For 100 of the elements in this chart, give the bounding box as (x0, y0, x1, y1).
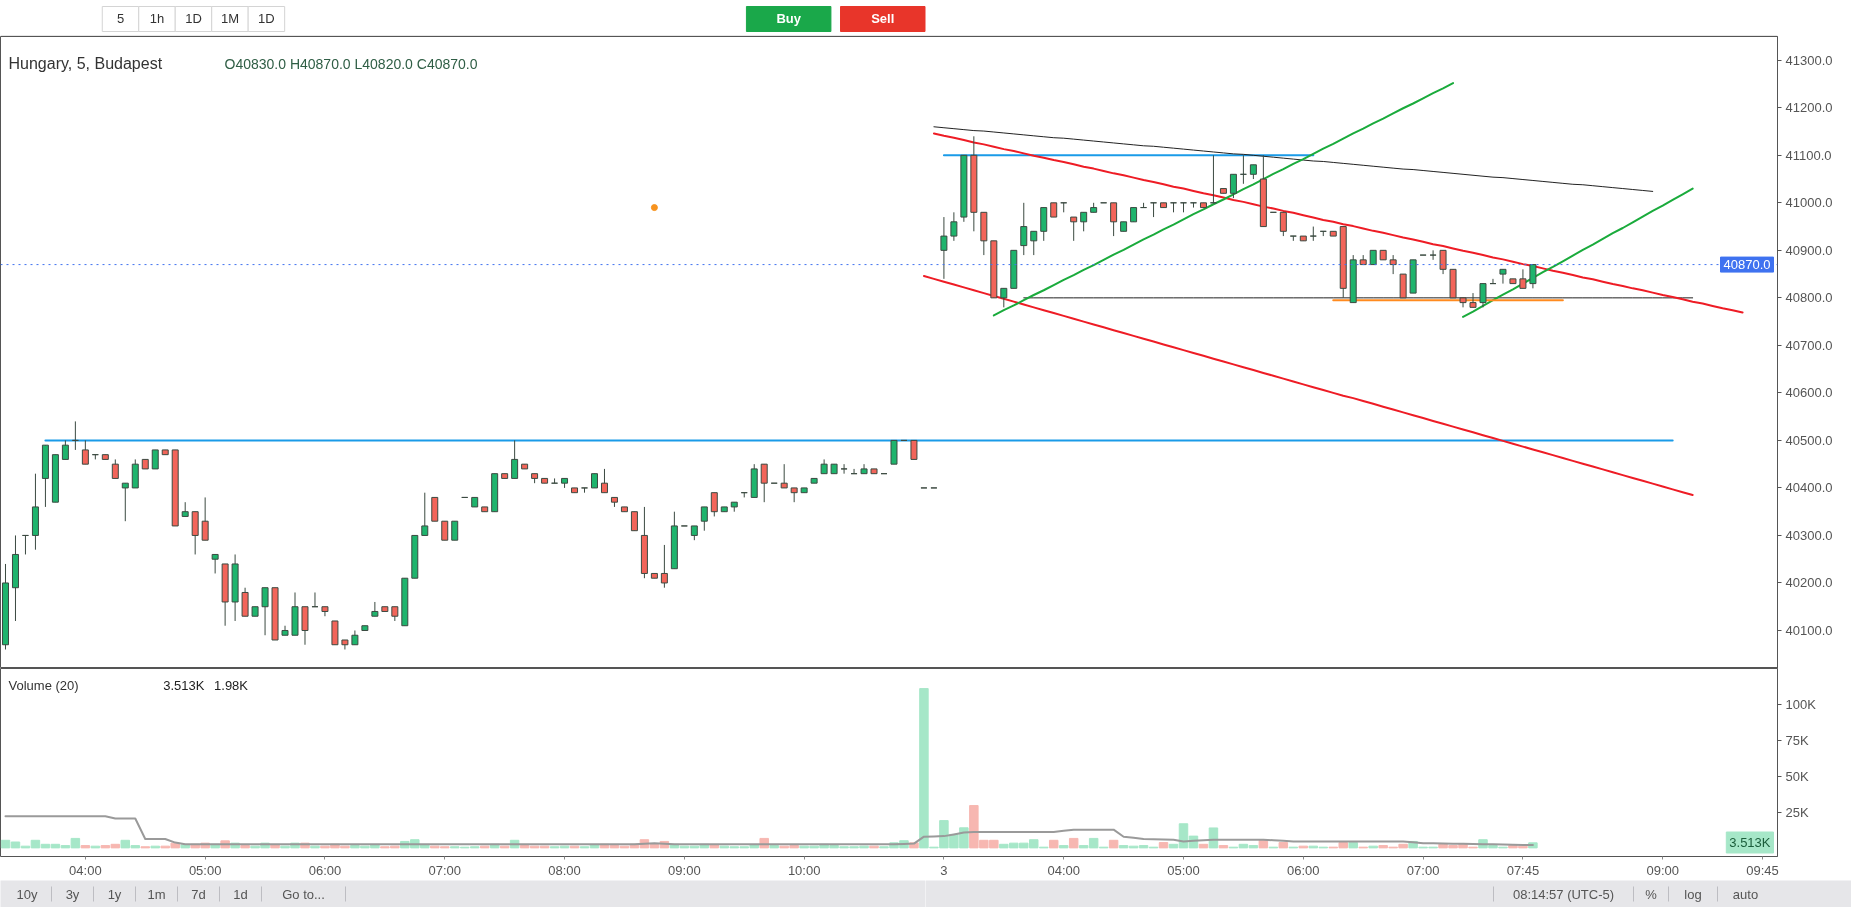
y-tick-label: 75K (1785, 732, 1809, 748)
y-tick-label: 40400.0 (1785, 480, 1833, 496)
line-series (992, 82, 1455, 317)
y-tick-label: 40500.0 (1785, 432, 1833, 448)
candlestick (780, 463, 788, 489)
candlestick (1519, 268, 1527, 289)
candlestick (1399, 273, 1407, 299)
text: Volume (20) (8, 678, 79, 693)
candlestick (441, 520, 449, 541)
x-tick-label: 08:00 (548, 862, 581, 878)
y-tick-label: 40900.0 (1785, 242, 1833, 258)
candlestick (1070, 216, 1078, 242)
x-tick-label: 09:00 (1646, 862, 1679, 878)
x-tick-label: 07:00 (1406, 862, 1440, 878)
candlestick (1279, 211, 1287, 237)
candlestick (940, 216, 948, 280)
x-tick-label: 10:00 (787, 862, 821, 878)
x-tick-label: 07:00 (428, 862, 462, 878)
y-tick-label: 41300.0 (1785, 52, 1833, 68)
bar (709, 844, 720, 849)
x-tick-label: 04:00 (1047, 862, 1080, 878)
candlestick (211, 553, 219, 574)
candlestick (1020, 202, 1028, 256)
text: Hungary, 5, Budapest (8, 55, 163, 72)
text: 1y (107, 886, 122, 902)
y-tick-label: 100K (1785, 696, 1817, 712)
candlestick (371, 601, 379, 617)
bar (180, 844, 190, 849)
candlestick (241, 587, 249, 617)
text: O40830.0 H40870.0 L40820.0 C40870.0 (224, 55, 478, 72)
text: 1D (258, 11, 275, 26)
y-tick-label: 40200.0 (1785, 575, 1833, 591)
candlestick (191, 511, 199, 555)
text: 1D (185, 11, 202, 26)
text: auto (1732, 886, 1759, 902)
candlestick (1429, 249, 1437, 261)
candlestick (1439, 249, 1447, 275)
ref-line-label: 40870.0 (1723, 257, 1771, 273)
candlestick (1000, 287, 1008, 308)
annotation: 3.513K (163, 678, 205, 693)
text: 1M (220, 11, 239, 26)
bar (769, 845, 779, 849)
x-tick-label: 05:00 (1167, 862, 1200, 878)
x-tick-label: 09:45 (1746, 862, 1779, 878)
y-tick-label: 41000.0 (1785, 195, 1833, 211)
line-series (922, 274, 1694, 497)
candlestick (660, 544, 668, 589)
x-tick-label: 04:00 (69, 862, 102, 878)
candlestick (1080, 211, 1088, 232)
candlestick (1389, 254, 1397, 275)
x-tick-label: 3 (940, 862, 948, 878)
text: Buy (776, 11, 802, 26)
bar (1048, 839, 1059, 849)
candlestick (121, 482, 129, 522)
x-tick-label: 09:00 (668, 862, 701, 878)
candlestick (81, 439, 89, 465)
line-series (4, 815, 1534, 847)
text: Go to... (282, 886, 325, 902)
candlestick (760, 463, 768, 503)
candlestick (700, 506, 708, 532)
y-tick-label: 40800.0 (1785, 290, 1833, 306)
candlestick (840, 463, 848, 475)
candlestick (600, 468, 608, 494)
text: 1h (149, 11, 165, 26)
line-series (1462, 187, 1694, 318)
text: 1d (233, 886, 248, 902)
candlestick (201, 496, 209, 541)
text: 08:14:57 (UTC-5) (1512, 886, 1615, 902)
y-tick-label: 41100.0 (1785, 147, 1832, 163)
text: Sell (871, 11, 895, 26)
text: 1m (147, 886, 166, 902)
bar (1348, 842, 1358, 849)
text: 7d (191, 886, 206, 902)
candlestick (910, 439, 918, 460)
text: log (1684, 886, 1702, 902)
x-tick-label: 06:00 (1287, 862, 1320, 878)
candlestick (131, 458, 139, 489)
y-tick-label: 40600.0 (1785, 385, 1833, 401)
bar (270, 844, 280, 849)
bar (1278, 842, 1289, 849)
bar (1218, 845, 1229, 849)
annotation: 3.513K (1729, 835, 1771, 850)
candlestick (1479, 283, 1487, 308)
candlestick (111, 458, 119, 479)
bar (1108, 839, 1119, 849)
candlestick (261, 587, 269, 636)
candlestick (1469, 292, 1477, 308)
y-tick-label: 41200.0 (1785, 100, 1833, 116)
text: 3y (65, 886, 80, 902)
candlestick (301, 606, 309, 646)
x-tick-label: 06:00 (308, 862, 342, 878)
candlestick (1229, 173, 1237, 199)
x-tick-label: 07:45 (1506, 862, 1540, 878)
candlestick (61, 439, 69, 460)
candlestick (1040, 207, 1048, 242)
y-tick-label: 40700.0 (1785, 337, 1833, 353)
candlestick (950, 211, 958, 242)
candlestick (1110, 202, 1118, 237)
bar (1068, 837, 1079, 849)
text: % (1645, 886, 1658, 902)
